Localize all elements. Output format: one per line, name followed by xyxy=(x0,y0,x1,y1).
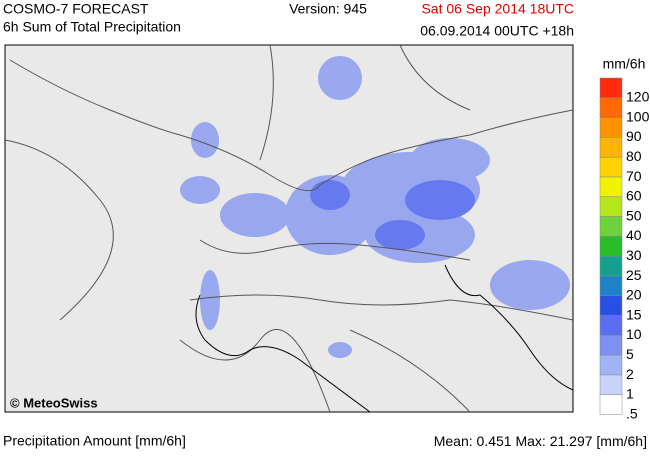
legend-swatch xyxy=(599,216,623,237)
legend-label: 1 xyxy=(626,386,634,402)
map: © MeteoSwiss xyxy=(4,44,574,413)
legend-swatch xyxy=(599,236,623,257)
footer-quantity: Precipitation Amount [mm/6h] xyxy=(3,433,186,449)
legend-swatch xyxy=(599,196,623,217)
legend-swatch xyxy=(599,275,623,297)
legend-unit: mm/6h xyxy=(603,56,646,72)
run-time: 06.09.2014 00UTC +18h xyxy=(420,23,574,39)
mean-label: Mean: xyxy=(434,433,473,449)
legend-label: 25 xyxy=(626,267,642,283)
legend-label: 90 xyxy=(626,128,642,144)
legend-label: 30 xyxy=(626,247,642,263)
footer-stats: Mean: 0.451 Max: 21.297 [mm/6h] xyxy=(434,433,647,449)
legend-swatch xyxy=(599,176,623,198)
legend-swatch xyxy=(599,394,623,415)
legend-label: 15 xyxy=(626,306,642,322)
legend-label: 10 xyxy=(626,326,642,342)
legend-swatch xyxy=(599,255,623,277)
legend-label: 2 xyxy=(626,366,634,382)
copyright: © MeteoSwiss xyxy=(10,395,98,410)
legend: 120 100 90 80 70 60 50 40 30 25 20 15 10 5 2 1 .5 xyxy=(599,77,650,421)
legend-label: 80 xyxy=(626,148,642,164)
legend-label: 120 xyxy=(626,89,650,105)
title: COSMO-7 FORECAST xyxy=(3,1,149,17)
mean-value: 0.451 xyxy=(477,433,512,449)
legend-swatch xyxy=(599,97,623,118)
legend-swatch xyxy=(599,374,623,396)
legend-swatch xyxy=(599,137,623,158)
legend-label: 70 xyxy=(626,168,642,184)
subtitle: 6h Sum of Total Precipitation xyxy=(3,19,181,35)
legend-label: 100 xyxy=(626,108,650,124)
legend-swatch xyxy=(599,335,623,356)
legend-label: 40 xyxy=(626,227,642,243)
version: Version: 945 xyxy=(289,1,367,17)
legend-swatch xyxy=(599,354,623,376)
legend-swatch xyxy=(599,77,623,99)
legend-label: 50 xyxy=(626,207,642,223)
legend-swatch xyxy=(599,156,623,178)
legend-label: 5 xyxy=(626,346,634,362)
legend-label: 60 xyxy=(626,188,642,204)
max-value: 21.297 xyxy=(550,433,593,449)
coastline xyxy=(195,264,574,413)
legend-label: 20 xyxy=(626,287,642,303)
legend-label: .5 xyxy=(626,405,638,421)
borders xyxy=(4,44,574,413)
legend-swatch xyxy=(599,117,623,138)
valid-time: Sat 06 Sep 2014 18UTC xyxy=(421,1,574,17)
max-label: Max: xyxy=(515,433,545,449)
stats-unit: [mm/6h] xyxy=(596,433,647,449)
legend-swatch xyxy=(599,295,623,316)
legend-swatch xyxy=(599,315,623,336)
precip-core xyxy=(310,180,475,250)
